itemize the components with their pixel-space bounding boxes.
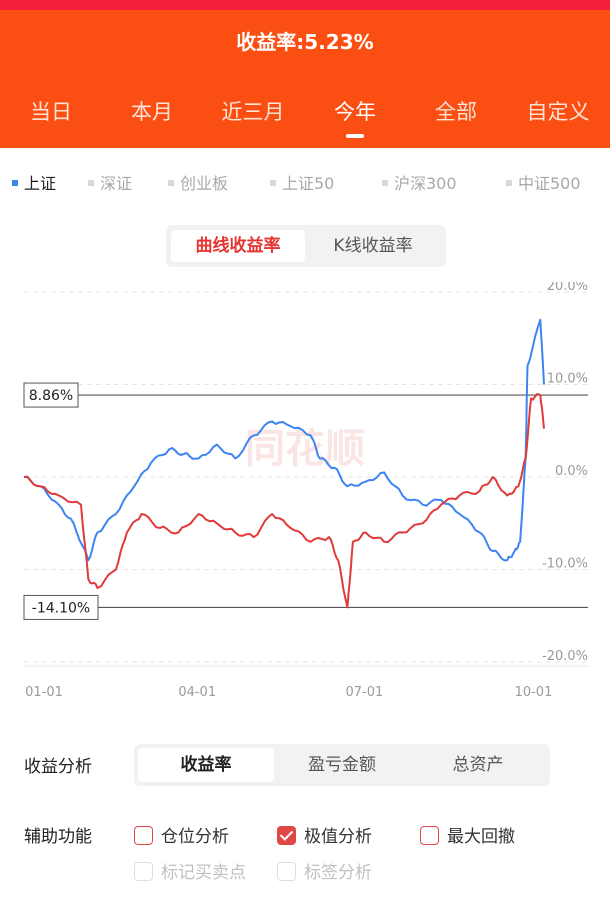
return-title: 收益率:5.23%: [236, 30, 374, 54]
period-tabs: 当日 本月 近三月 今年 全部 自定义: [0, 96, 610, 132]
total-assets-option[interactable]: 总资产: [452, 755, 504, 775]
chart-labels: 20.0% 10.0% 0.0% -10.0% -20.0% 01-01 04-01 07-0…: [23, 282, 588, 700]
x-tick-label: 07-01: [346, 685, 384, 700]
series-dot-icon: [382, 179, 388, 186]
min-value-label: -14.10%: [32, 600, 90, 616]
tab-custom[interactable]: 自定义: [526, 100, 590, 124]
kline-return-option[interactable]: K线收益率: [333, 236, 413, 256]
header: 收益率:5.23% 当日 本月 近三月 今年 全部 自定义: [0, 0, 610, 148]
x-tick-label: 10-01: [515, 685, 553, 700]
tab-this-year[interactable]: 今年: [334, 100, 376, 124]
curve-return-option[interactable]: 曲线收益率: [171, 230, 305, 262]
position-analysis-checkbox[interactable]: 仓位分析: [134, 822, 229, 847]
checked-checkbox-icon: [277, 825, 296, 845]
analysis-toggle: 收益率 盈亏金额 总资产: [134, 744, 550, 786]
extreme-analysis-checkbox[interactable]: 极值分析: [277, 822, 372, 847]
index-sse50[interactable]: 上证50: [270, 170, 334, 194]
series-dot-icon: [506, 179, 512, 186]
extreme-value-box: [23, 382, 79, 408]
extreme-value-box: [23, 594, 99, 620]
aux-label: 辅助功能: [24, 827, 92, 847]
benchmark-line: [23, 318, 545, 562]
max-value-label: 8.86%: [29, 388, 73, 404]
index-shanghai[interactable]: 上证: [12, 170, 56, 194]
portfolio-line: [23, 393, 545, 609]
checkbox-icon: [134, 861, 153, 881]
series-dot-icon: [270, 179, 276, 186]
index-shenzhen[interactable]: 深证: [88, 170, 132, 194]
x-tick-label: 04-01: [178, 685, 216, 700]
y-tick-label: 0.0%: [555, 464, 588, 479]
series-dot-icon: [12, 179, 18, 186]
tab-this-month[interactable]: 本月: [131, 100, 173, 124]
index-selector: 上证 深证 创业板 上证50 沪深300 中证500: [0, 170, 610, 196]
analysis-label: 收益分析: [24, 757, 92, 777]
index-csi500[interactable]: 中证500: [506, 170, 581, 194]
tab-today[interactable]: 当日: [30, 100, 72, 124]
active-tab-indicator: [346, 134, 364, 138]
tag-analysis-checkbox[interactable]: 标签分析: [277, 858, 372, 883]
series-dot-icon: [168, 179, 174, 186]
tab-three-months[interactable]: 近三月: [221, 100, 285, 124]
y-tick-label: -20.0%: [542, 649, 588, 664]
y-tick-label: 20.0%: [547, 282, 588, 294]
y-tick-label: 10.0%: [547, 372, 588, 387]
chart-mode-toggle: 曲线收益率 K线收益率: [166, 225, 446, 267]
mark-trades-checkbox[interactable]: 标记买卖点: [134, 858, 246, 883]
max-drawdown-checkbox[interactable]: 最大回撤: [420, 822, 515, 847]
checkbox-icon: [134, 825, 153, 845]
return-rate-option[interactable]: 收益率: [138, 748, 274, 782]
return-chart-svg: 同花顺 20.0%10.0%0.0%-10.0%-20.0%01-01 04-01…: [23, 282, 588, 700]
chart-series: [23, 318, 545, 609]
index-csi300[interactable]: 沪深300: [382, 170, 457, 194]
checkbox-icon: [277, 861, 296, 881]
profit-loss-option[interactable]: 盈亏金额: [308, 755, 376, 775]
checkbox-icon: [420, 825, 439, 845]
tab-all[interactable]: 全部: [435, 100, 477, 124]
reference-lines: [24, 394, 588, 609]
series-dot-icon: [88, 179, 94, 186]
chart-grid: [24, 291, 588, 667]
y-tick-label: -10.0%: [542, 557, 588, 572]
status-strip: [0, 0, 610, 10]
index-chinext[interactable]: 创业板: [168, 170, 228, 194]
x-tick-label: 01-01: [25, 685, 63, 700]
return-chart[interactable]: 同花顺 20.0% 10.0% 0.0% -10.0% -20.0% 01-01 04-01…: [0, 282, 610, 722]
